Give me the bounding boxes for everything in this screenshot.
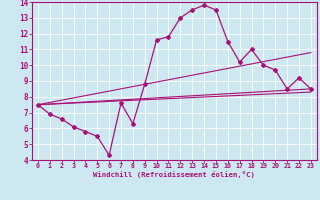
X-axis label: Windchill (Refroidissement éolien,°C): Windchill (Refroidissement éolien,°C) <box>93 171 255 178</box>
